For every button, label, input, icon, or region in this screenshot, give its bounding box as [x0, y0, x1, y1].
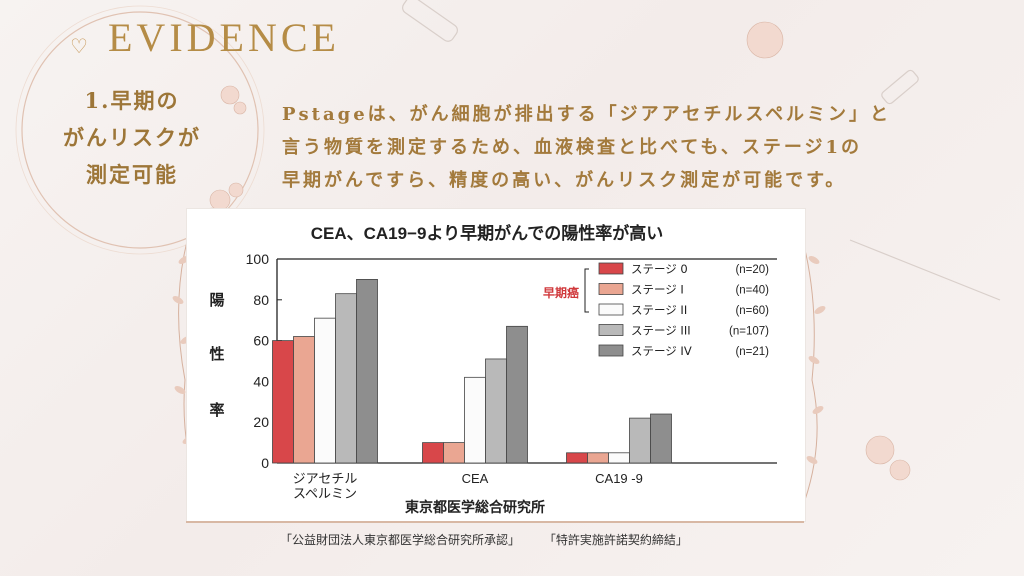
bar	[422, 442, 444, 464]
bar	[587, 452, 609, 464]
footer-patent: 「特許実施許諾契約締結」	[543, 533, 688, 547]
y-tick-label: 100	[246, 251, 270, 267]
y-axis-label-char: 性	[209, 345, 224, 363]
description-line: 早期がんですら、精度の高い、がんリスク測定が可能です。	[282, 170, 847, 191]
y-axis-label-char: 陽	[209, 291, 224, 309]
section-title-line: 測定可能	[86, 162, 178, 187]
header-title: EVIDENCE	[108, 15, 340, 60]
legend-count: (n=107)	[729, 326, 769, 338]
x-axis-label: 東京都医学総合研究所	[405, 499, 545, 516]
chart-title: CEA、CA19−9より早期がんでの陽性率が高い	[311, 223, 664, 243]
bar-chart: CEA、CA19−9より早期がんでの陽性率が高い 0 20 40 60 80 100 陽性率ジ…	[209, 223, 777, 516]
y-tick-label: 20	[253, 414, 269, 430]
legend-label: ステージ I	[631, 283, 684, 297]
section-title-line: 1.早期の	[84, 88, 180, 113]
legend-label: ステージ IV	[631, 344, 692, 358]
legend-swatch	[598, 344, 624, 357]
chart-panel: CEA、CA19−9より早期がんでの陽性率が高い 0 20 40 60 80 100 陽性率ジ…	[186, 208, 806, 522]
bar	[356, 279, 378, 464]
bar	[314, 317, 336, 464]
legend-count: (n=20)	[735, 264, 769, 276]
bar	[335, 293, 357, 464]
y-axis-label-char: 率	[209, 401, 224, 419]
legend-count: (n=60)	[735, 305, 769, 317]
x-tick-label: CA19 -9	[595, 471, 643, 486]
bar	[650, 413, 672, 464]
legend-swatch	[598, 262, 624, 275]
bar	[629, 417, 651, 464]
description-line: Pstageは、がん細胞が排出する「ジアアセチルスペルミン」と	[282, 104, 892, 125]
x-tick-label: ジアセチル	[293, 471, 358, 486]
section-title-line: がんリスクが	[63, 125, 201, 150]
footer-approval: 「公益財団法人東京都医学総合研究所承認」	[280, 533, 521, 547]
bar	[464, 376, 486, 464]
description: Pstageは、がん細胞が排出する「ジアアセチルスペルミン」と 言う物質を測定す…	[282, 98, 1002, 197]
bar	[485, 358, 507, 464]
bar	[506, 325, 528, 464]
y-tick-label: 0	[261, 455, 269, 471]
x-tick-label: CEA	[462, 471, 489, 486]
legend-count: (n=21)	[735, 346, 769, 358]
x-tick-label: スペルミン	[293, 486, 357, 501]
legend-swatch	[598, 324, 624, 336]
description-line: 言う物質を測定するため、血液検査と比べても、ステージ1の	[282, 137, 863, 158]
legend-label: ステージ III	[631, 324, 691, 338]
footer: 「公益財団法人東京都医学総合研究所承認」 「特許実施許諾契約締結」	[280, 531, 800, 548]
divider	[186, 521, 804, 523]
legend-swatch	[598, 283, 624, 295]
bar	[566, 452, 588, 464]
y-tick-label: 40	[253, 373, 269, 389]
heart-icon: ♡	[70, 34, 88, 58]
bar	[272, 340, 294, 464]
legend-swatch	[598, 303, 624, 316]
section-title: 1.早期の がんリスクが 測定可能	[42, 82, 222, 193]
legend-label: ステージ II	[631, 303, 687, 317]
bar	[443, 442, 465, 464]
bar	[293, 336, 315, 464]
bar	[608, 452, 630, 464]
legend-bracket	[584, 268, 589, 313]
legend-bracket-label: 早期癌	[543, 285, 579, 300]
y-tick-label: 80	[253, 292, 269, 308]
legend-label: ステージ 0	[631, 262, 688, 276]
y-tick-label: 60	[253, 333, 269, 349]
legend-count: (n=40)	[735, 285, 769, 297]
